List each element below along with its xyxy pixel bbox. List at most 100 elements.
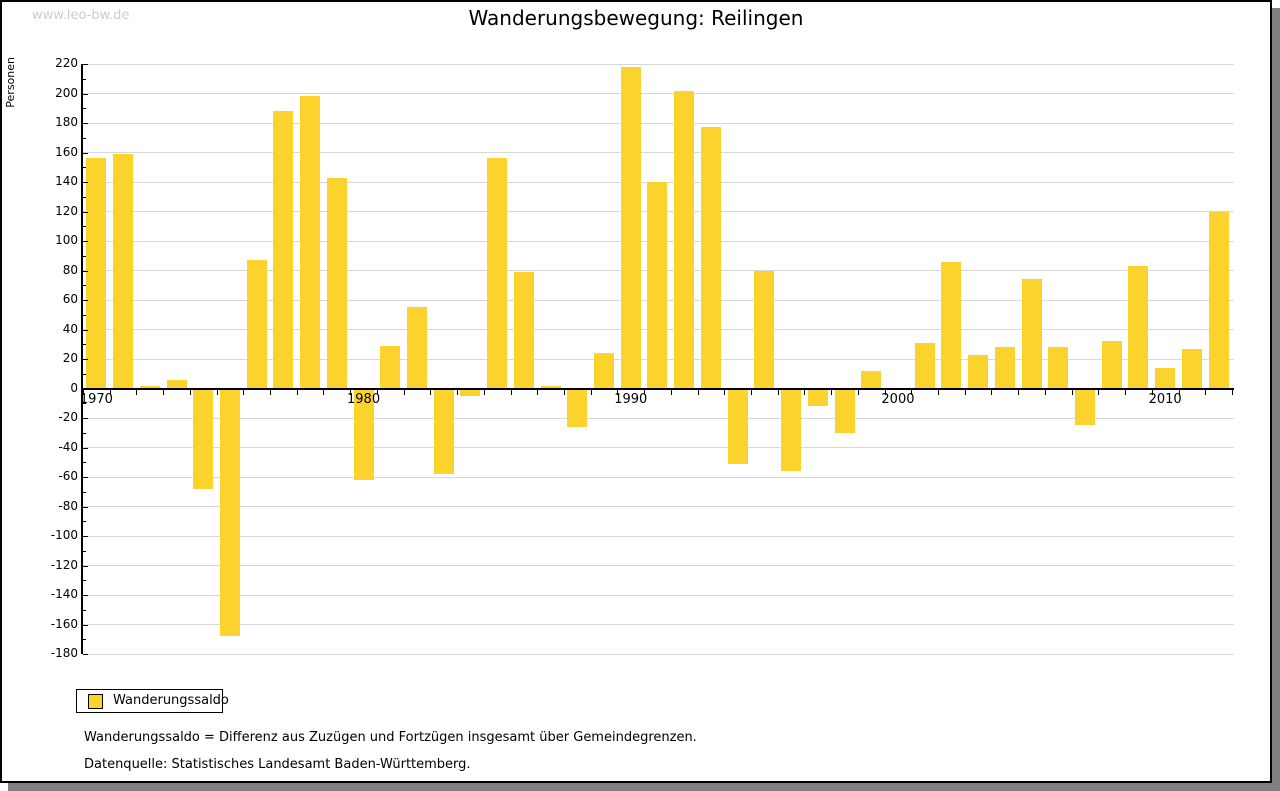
x-tick — [1071, 389, 1073, 395]
bar-1987 — [540, 385, 561, 389]
bar-1984 — [460, 388, 481, 396]
bar-1980 — [353, 388, 374, 480]
y-tick-major — [83, 329, 88, 331]
y-tick-label: -20 — [58, 410, 78, 424]
gridline — [83, 63, 1234, 65]
x-tick — [1098, 389, 1100, 395]
y-tick-minor — [83, 285, 86, 287]
x-tick-label-1970: 1970 — [79, 391, 113, 407]
y-tick-major — [83, 152, 88, 154]
x-tick — [430, 389, 432, 395]
y-tick-minor — [83, 226, 86, 228]
x-tick — [670, 389, 672, 395]
window-shadow-right — [1272, 8, 1280, 791]
x-tick — [938, 389, 940, 395]
y-tick-major — [83, 447, 88, 449]
bar-1992 — [674, 90, 695, 389]
y-tick-major — [83, 388, 88, 390]
y-tick-minor — [83, 491, 86, 493]
x-tick — [510, 389, 512, 395]
bar-2005 — [1021, 279, 1042, 389]
bar-2012 — [1208, 211, 1229, 389]
y-tick-minor — [83, 550, 86, 552]
y-tick-minor — [83, 373, 86, 375]
bar-2009 — [1128, 266, 1149, 389]
y-tick-label: -60 — [58, 469, 78, 483]
x-tick — [991, 389, 993, 395]
y-tick-major — [83, 477, 88, 478]
legend-label: Wanderungssaldo — [113, 693, 229, 708]
y-tick-label: 160 — [55, 144, 78, 159]
gridline — [83, 506, 1234, 507]
y-tick-minor — [83, 639, 86, 641]
y-tick-label: -140 — [50, 587, 78, 601]
y-tick-label: 40 — [62, 321, 78, 336]
bar-2004 — [994, 347, 1015, 389]
bar-2010 — [1155, 367, 1176, 389]
bar-1977 — [273, 111, 294, 389]
y-tick-label: 100 — [55, 233, 78, 247]
bar-1988 — [567, 388, 588, 427]
x-tick — [1178, 389, 1180, 395]
y-axis-line — [81, 64, 83, 654]
bar-2011 — [1181, 348, 1202, 389]
y-tick-minor — [83, 344, 86, 346]
bar-1994 — [727, 388, 748, 464]
y-tick-label: -180 — [50, 646, 78, 660]
x-axis-line — [81, 387, 1234, 390]
y-tick-major — [83, 536, 88, 537]
bar-1979 — [326, 177, 347, 389]
x-tick — [323, 389, 325, 395]
caption-definition: Wanderungssaldo = Differenz aus Zuzügen … — [84, 730, 697, 745]
x-tick — [1018, 389, 1020, 395]
y-tick-major — [83, 300, 88, 301]
bar-2001 — [914, 342, 935, 389]
y-tick-label: 220 — [55, 56, 78, 70]
y-tick-major — [83, 506, 88, 508]
x-tick — [1044, 389, 1046, 395]
y-tick-minor — [83, 462, 86, 464]
bar-1978 — [300, 96, 321, 389]
y-tick-label: -160 — [50, 616, 78, 631]
bar-1970 — [86, 158, 107, 389]
x-tick — [884, 389, 886, 395]
y-tick-minor — [83, 137, 86, 139]
x-tick — [163, 389, 165, 395]
y-tick-label: -80 — [58, 498, 78, 513]
x-tick — [537, 389, 539, 395]
gridline — [83, 476, 1234, 478]
y-tick-minor — [83, 521, 86, 523]
bar-1974 — [193, 388, 214, 489]
bar-1990 — [620, 66, 641, 389]
window-shadow-bottom — [8, 783, 1280, 791]
gridline — [83, 93, 1234, 94]
gridline — [83, 624, 1234, 625]
bar-1991 — [647, 182, 668, 389]
bar-1993 — [700, 127, 721, 389]
bar-1999 — [861, 370, 882, 389]
y-tick-major — [83, 182, 88, 183]
x-tick — [270, 389, 272, 395]
x-tick — [964, 389, 966, 395]
y-tick-minor — [83, 580, 86, 582]
x-tick — [617, 389, 619, 395]
y-tick-major — [83, 359, 88, 360]
y-tick-major — [83, 270, 88, 272]
x-tick — [644, 389, 646, 395]
y-tick-minor — [83, 78, 86, 80]
gridline — [83, 447, 1234, 448]
x-tick — [911, 389, 913, 395]
x-tick — [590, 389, 592, 395]
y-tick-major — [83, 654, 88, 655]
gridline — [83, 594, 1234, 596]
bar-2007 — [1075, 388, 1095, 426]
y-tick-minor — [83, 432, 86, 434]
legend-box: Wanderungssaldo — [76, 689, 229, 713]
x-tick — [243, 389, 245, 395]
x-tick — [724, 389, 726, 395]
bar-1972 — [139, 385, 160, 389]
x-tick — [831, 389, 833, 395]
x-tick — [109, 389, 111, 395]
x-tick-label-1990: 1990 — [614, 391, 648, 407]
x-tick — [563, 389, 565, 395]
